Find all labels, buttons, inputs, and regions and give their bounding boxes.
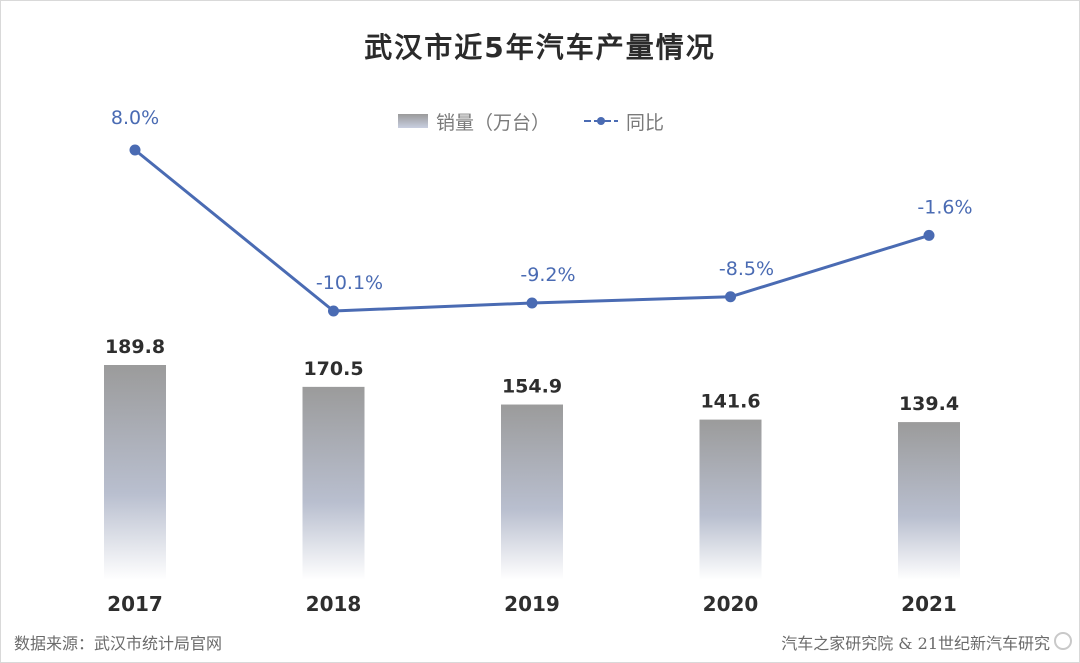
bar-value-label: 139.4 xyxy=(899,393,959,415)
line-value-label: -10.1% xyxy=(316,272,383,294)
legend-line-label: 同比 xyxy=(626,111,665,134)
line-path xyxy=(134,148,930,313)
line-point xyxy=(725,291,736,303)
chart-legend: 销量（万台） 同比 xyxy=(398,108,664,134)
line-point xyxy=(129,144,141,156)
bar-value-label: 141.6 xyxy=(700,391,760,413)
legend-line-swatch xyxy=(584,114,619,128)
x-tick-label: 2017 xyxy=(107,592,163,616)
line-value-label: -9.2% xyxy=(520,264,575,286)
bar-series xyxy=(104,365,960,580)
chart-title: 武汉市近5年汽车产量情况 xyxy=(364,31,716,64)
bar xyxy=(104,365,166,580)
x-tick-label: 2020 xyxy=(703,592,759,616)
bar xyxy=(302,386,365,580)
x-tick-label: 2019 xyxy=(504,592,560,616)
watermark-logo-icon xyxy=(1054,632,1072,650)
line-value-label: -8.5% xyxy=(719,258,774,280)
bar xyxy=(699,419,762,580)
legend-bar-label: 销量（万台） xyxy=(436,111,551,134)
line-point xyxy=(328,305,339,317)
legend-bar-swatch xyxy=(398,114,428,128)
x-axis-tick-labels: 2017 2018 2019 2020 2021 xyxy=(107,592,957,616)
publisher-note: 汽车之家研究院 & 21世纪新汽车研究 xyxy=(781,634,1050,653)
bar-value-label: 154.9 xyxy=(502,376,562,398)
line-series xyxy=(129,144,935,317)
x-tick-label: 2018 xyxy=(306,592,362,616)
bar xyxy=(898,422,960,580)
bar xyxy=(501,404,563,580)
bar-value-label: 170.5 xyxy=(303,358,363,380)
line-point xyxy=(923,229,935,241)
line-value-label: 8.0% xyxy=(111,107,159,129)
line-value-label: -1.6% xyxy=(917,196,972,218)
bar-value-label: 189.8 xyxy=(105,336,165,358)
bar-value-labels: 189.8 170.5 154.9 141.6 139.4 xyxy=(105,336,959,415)
line-point xyxy=(526,297,538,309)
source-note: 数据来源：武汉市统计局官网 xyxy=(14,634,223,653)
x-tick-label: 2021 xyxy=(901,592,957,616)
line-value-labels: 8.0% -10.1% -9.2% -8.5% -1.6% xyxy=(111,107,973,294)
